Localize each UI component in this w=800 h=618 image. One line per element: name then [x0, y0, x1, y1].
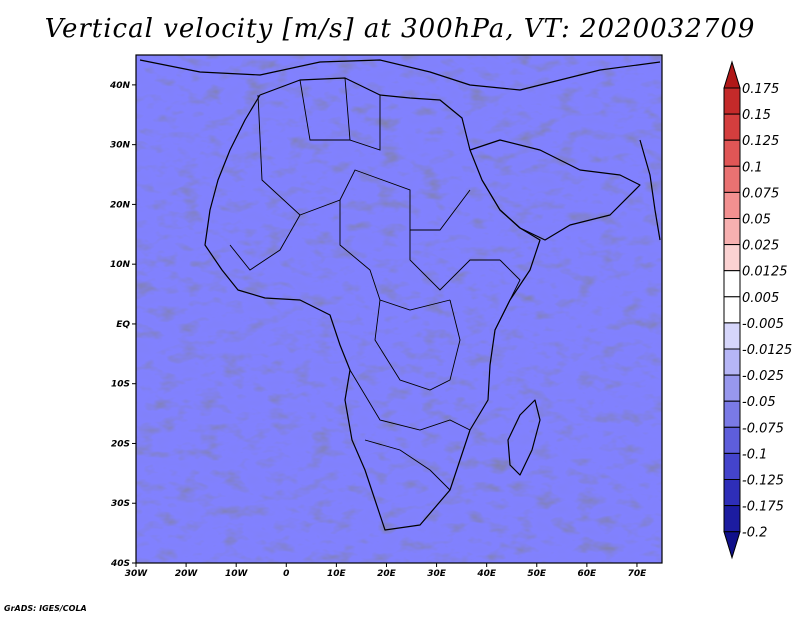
colorbar-swatch — [723, 322, 741, 350]
lon-tick-label: 20W — [175, 569, 199, 579]
lon-tick-label: 20E — [377, 569, 397, 579]
colorbar-level-label: 0.0125 — [742, 265, 788, 280]
colorbar-level-label: 0.125 — [742, 134, 779, 149]
lon-tick-label: 40E — [476, 569, 497, 579]
colorbar-swatch — [723, 296, 741, 324]
country-borders — [229, 77, 521, 491]
colorbar-level-label: -0.005 — [742, 317, 784, 332]
lon-tick-label: 10E — [327, 569, 347, 579]
colorbar-swatch — [723, 348, 741, 376]
colorbar-level-label: -0.075 — [742, 421, 784, 436]
lon-tick-label: 50E — [527, 569, 547, 579]
colorbar-level-label: 0.005 — [742, 291, 779, 306]
lat-tick-label: 10S — [111, 380, 130, 390]
colorbar-level-label: -0.025 — [742, 369, 784, 384]
colorbar-swatch — [723, 426, 741, 454]
lat-tick-label: 40S — [110, 559, 130, 569]
plot-title: Vertical velocity [m/s] at 300hPa, VT: 2… — [44, 14, 756, 44]
lat-tick-label: EQ — [116, 320, 130, 330]
colorbar-swatch — [723, 244, 741, 272]
colorbar-swatch — [723, 452, 741, 480]
lat-tick-label: 20N — [110, 200, 131, 210]
colorbar-level-label: -0.2 — [742, 526, 767, 541]
colorbar-bottom-arrow — [723, 531, 741, 560]
colorbar-swatch — [723, 479, 741, 507]
india-coastline — [639, 139, 661, 241]
colorbar-level-label: -0.05 — [742, 395, 776, 410]
colorbar-level-label: -0.175 — [742, 500, 784, 515]
colorbar-swatch — [723, 270, 741, 298]
lat-tick-label: 20S — [111, 439, 130, 449]
axis-ticks: 30W 20W 10W 0 10E 20E 30E 40E 50E 60E 70E 40N 30N 20N… — [109, 81, 647, 579]
lon-tick-label: 70E — [628, 569, 648, 579]
lon-tick-label: 30W — [125, 569, 149, 579]
colorbar-level-label: 0.175 — [742, 82, 779, 97]
colorbar-swatch — [723, 400, 741, 428]
colorbar-swatch — [723, 374, 741, 402]
lon-tick-label: 10W — [225, 569, 249, 579]
colorbar-top-arrow — [723, 60, 741, 89]
lon-tick-label: 60E — [578, 569, 598, 579]
plot-frame — [135, 54, 663, 564]
colorbar-level-label: -0.125 — [742, 474, 784, 489]
lat-tick-label: 30S — [111, 499, 130, 509]
colorbar-swatch — [723, 139, 741, 167]
colorbar-swatch — [723, 113, 741, 141]
colorbar-swatch — [723, 505, 741, 533]
colorbar-swatch — [723, 165, 741, 193]
vertical-velocity-field — [136, 55, 662, 563]
colorbar-level-label: 0.05 — [742, 213, 771, 228]
colorbar-level-label: 0.15 — [742, 108, 771, 123]
colorbar: 0.175 0.15 0.125 0.1 0.075 0.05 0.025 0.0125 0.0… — [723, 60, 792, 560]
colorbar-swatch — [723, 191, 741, 219]
madagascar-coastline — [507, 399, 541, 476]
lat-tick-label: 30N — [110, 141, 131, 151]
colorbar-level-label: 0.025 — [742, 239, 779, 254]
lat-tick-label: 40N — [109, 81, 131, 91]
colorbar-level-label: -0.0125 — [742, 343, 792, 358]
credit-label: GrADS: IGES/COLA — [4, 604, 87, 613]
lon-tick-label: 0 — [283, 569, 289, 579]
lat-tick-label: 10N — [110, 260, 131, 270]
lon-tick-label: 30E — [427, 569, 447, 579]
colorbar-swatch — [723, 218, 741, 246]
colorbar-level-label: 0.1 — [742, 160, 763, 175]
arabia-coastline — [469, 139, 641, 241]
europe-coastline — [139, 59, 661, 91]
colorbar-level-label: 0.075 — [742, 186, 779, 201]
colorbar-swatch — [723, 87, 741, 115]
colorbar-level-label: -0.1 — [742, 447, 767, 462]
